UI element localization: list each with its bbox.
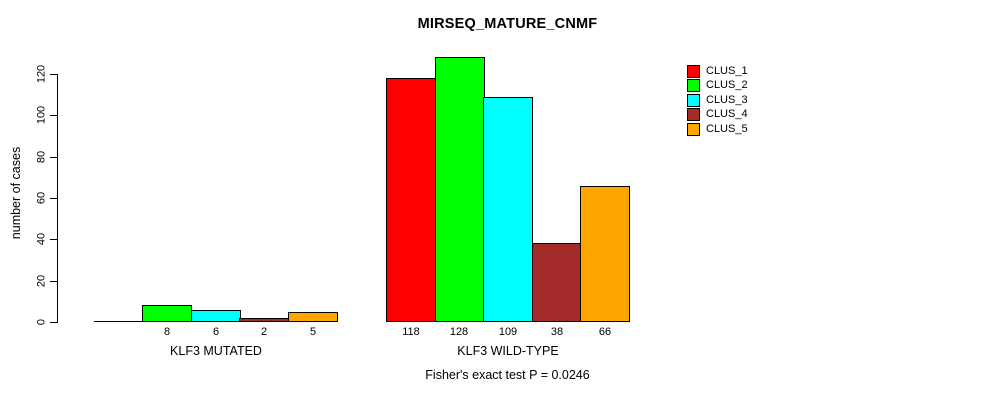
legend-swatch	[687, 108, 700, 122]
y-axis-tick-label: 20	[35, 274, 48, 288]
bar-value-label: 118	[402, 325, 420, 338]
legend-label: CLUS_3	[706, 93, 748, 106]
bar-clus_2	[142, 305, 192, 322]
bar-value-label: 38	[550, 325, 564, 338]
legend-swatch	[687, 64, 700, 78]
bar-clus_1	[386, 78, 436, 322]
legend-swatch	[687, 79, 700, 93]
bar-value-label: 5	[309, 325, 317, 338]
bar-value-label: 66	[598, 325, 612, 338]
legend-item: CLUS_1	[687, 64, 748, 79]
bar-value-label: 8	[163, 325, 171, 338]
x-group-label: KLF3 MUTATED	[170, 344, 262, 358]
bar-value-label: 109	[498, 325, 518, 338]
legend-item: CLUS_4	[687, 108, 748, 123]
y-axis-tick-label: 100	[35, 105, 48, 125]
y-axis-tick-label: 60	[35, 191, 48, 205]
legend-label: CLUS_4	[706, 108, 748, 121]
bar-clus_4	[239, 318, 289, 322]
y-axis-tick	[50, 281, 57, 282]
legend-swatch	[687, 93, 700, 107]
y-axis-tick	[50, 198, 57, 199]
y-axis-tick-label: 120	[35, 64, 48, 84]
legend-swatch	[687, 122, 700, 136]
y-axis-label: number of cases	[9, 146, 23, 240]
bar-clus_3	[483, 97, 533, 322]
y-axis-line	[57, 74, 58, 323]
fisher-test-annotation: Fisher's exact test P = 0.0246	[425, 368, 590, 382]
bar-clus_4	[532, 243, 582, 322]
bar-clus_3	[191, 310, 241, 322]
bar-clus_5	[288, 312, 338, 322]
chart-title: MIRSEQ_MATURE_CNMF	[417, 16, 598, 32]
bar-value-label: 2	[260, 325, 268, 338]
legend-label: CLUS_1	[706, 64, 748, 77]
bar-value-label: 6	[212, 325, 220, 338]
y-axis-tick	[50, 157, 57, 158]
legend-item: CLUS_5	[687, 122, 748, 137]
y-axis-tick-label: 40	[35, 232, 48, 246]
bar-value-label: 128	[449, 325, 469, 338]
legend-label: CLUS_5	[706, 122, 748, 135]
y-axis-tick	[50, 74, 57, 75]
bar-clus_1	[94, 321, 144, 322]
y-axis-tick-label: 80	[35, 150, 48, 164]
y-axis-tick	[50, 115, 57, 116]
legend-item: CLUS_3	[687, 93, 748, 108]
x-group-label: KLF3 WILD-TYPE	[457, 344, 559, 358]
y-axis-tick	[50, 322, 57, 323]
legend-item: CLUS_2	[687, 79, 748, 94]
bar-clus_2	[435, 57, 485, 322]
y-axis-tick	[50, 239, 57, 240]
bar-clus_5	[580, 186, 630, 322]
legend-label: CLUS_2	[706, 79, 748, 92]
y-axis-tick-label: 0	[35, 318, 48, 326]
legend: CLUS_1 CLUS_2 CLUS_3 CLUS_4 CLUS_5	[687, 64, 748, 137]
